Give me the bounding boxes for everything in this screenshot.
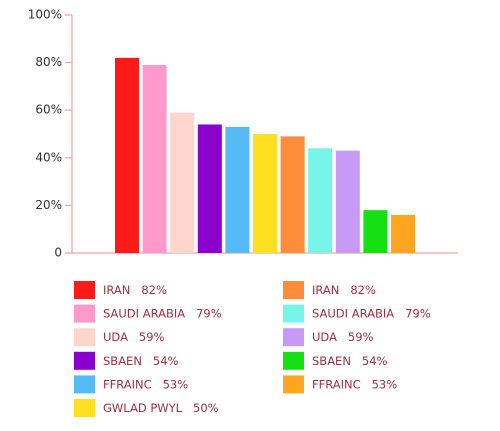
- bar: [225, 126, 250, 253]
- bar: [308, 148, 333, 253]
- legend-label: IRAN 82%: [312, 283, 376, 297]
- y-tick-label: 100%: [28, 8, 62, 22]
- bar: [253, 134, 277, 253]
- legend-label: IRAN 82%: [103, 283, 167, 297]
- legend-swatch: [74, 375, 95, 394]
- bar: [115, 57, 139, 254]
- y-tick-label: 40%: [35, 150, 62, 164]
- legend-label: GWLAD PWYL 50%: [103, 401, 219, 415]
- legend-swatch: [74, 328, 95, 347]
- legend-swatch: [74, 399, 95, 417]
- bar: [142, 64, 167, 253]
- legend-label: SBAEN 54%: [312, 354, 388, 368]
- bar: [280, 136, 305, 253]
- legend-swatch: [74, 304, 95, 323]
- bar: [170, 112, 195, 253]
- legend-swatch: [283, 375, 304, 394]
- y-tick-label: 80%: [35, 55, 62, 69]
- legend-label: FFRAINC 53%: [103, 377, 188, 391]
- legend-label: SAUDI ARABIA 79%: [103, 307, 222, 321]
- legend-label: UDA 59%: [103, 330, 165, 344]
- legend-swatch: [283, 351, 304, 370]
- y-tick-label: 0: [54, 246, 62, 260]
- legend-swatch: [283, 281, 304, 299]
- bar: [363, 210, 388, 253]
- legend-label: FFRAINC 53%: [312, 377, 397, 391]
- legend-swatch: [74, 281, 95, 299]
- legend-label: SAUDI ARABIA 79%: [312, 307, 431, 321]
- bar: [335, 150, 360, 253]
- legend-swatch: [283, 304, 304, 323]
- legend-swatch: [74, 351, 95, 370]
- legend-label: SBAEN 54%: [103, 354, 179, 368]
- legend-label: UDA 59%: [312, 330, 374, 344]
- y-tick-label: 60%: [35, 103, 62, 117]
- bar: [197, 124, 222, 253]
- y-tick-label: 20%: [35, 198, 62, 212]
- legend-swatch: [283, 328, 304, 347]
- bar: [391, 214, 415, 253]
